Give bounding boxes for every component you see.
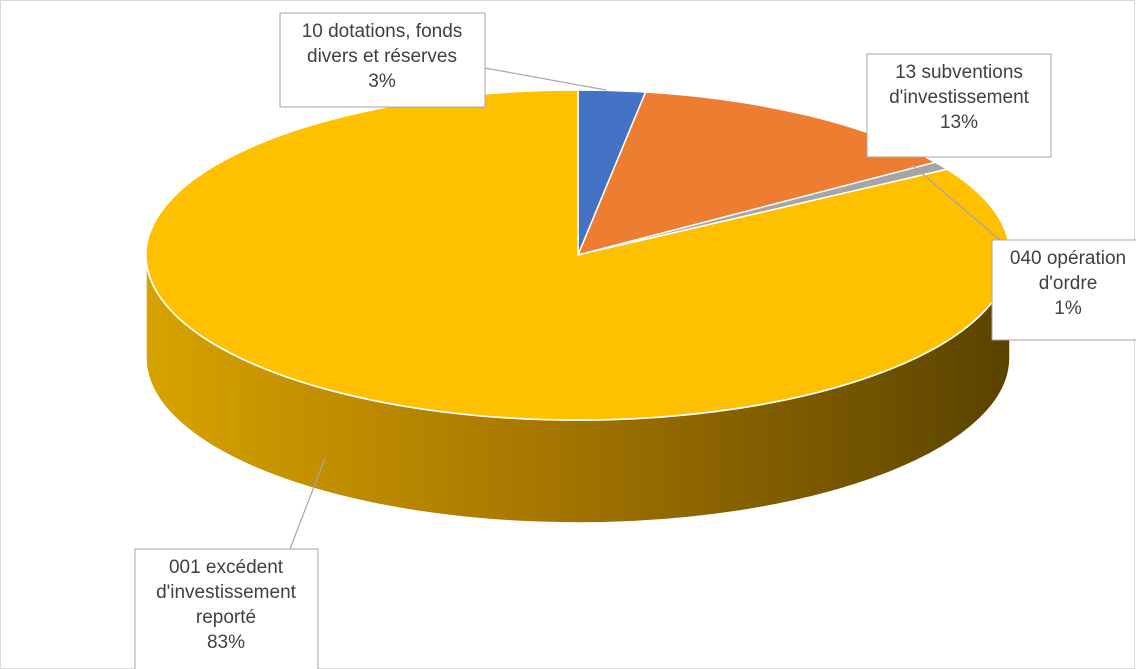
data-label-category-2: d'ordre xyxy=(1039,273,1098,294)
data-label-box-0 xyxy=(279,12,486,108)
data-label-box-2 xyxy=(991,239,1136,341)
data-label-category-1: 13 subventions xyxy=(895,62,1023,83)
data-label-category-3: d'investissement xyxy=(156,582,297,603)
data-label-category-1: d'investissement xyxy=(889,87,1030,108)
data-labels: 10 dotations, fonds divers et réserves 3% 1… xyxy=(134,12,1136,669)
data-label-percent-1: 13% xyxy=(940,112,978,133)
data-label-box-1 xyxy=(866,53,1052,158)
data-label-percent-3: 83% xyxy=(207,632,245,653)
leader-line-3 xyxy=(289,457,326,550)
leader-line-0 xyxy=(484,67,607,91)
data-label-percent-0: 3% xyxy=(368,71,396,92)
data-label-category-0: divers et réserves xyxy=(307,46,457,67)
data-label-box-3 xyxy=(134,548,319,669)
data-label-category-3: reporté xyxy=(196,607,256,628)
data-label-category-0: 10 dotations, fonds xyxy=(302,21,463,42)
data-label-category-3: 001 excédent xyxy=(169,557,284,578)
leader-line-2 xyxy=(911,164,1001,241)
data-label-category-2: 040 opération xyxy=(1010,248,1126,269)
pie-top-faces xyxy=(145,89,1011,421)
data-label-percent-2: 1% xyxy=(1054,298,1082,319)
